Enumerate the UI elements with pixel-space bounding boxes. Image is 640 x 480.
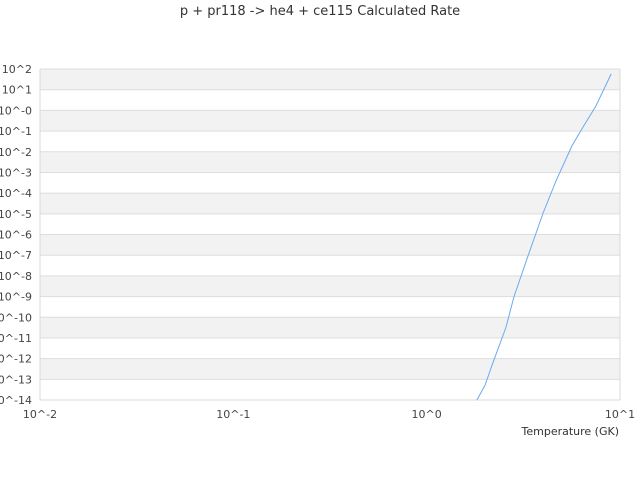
y-tick-label: 10^-12 xyxy=(0,353,32,366)
grid-band xyxy=(40,110,620,132)
rate-series-line xyxy=(476,73,612,401)
y-tick-label: 10^-3 xyxy=(0,166,32,179)
grid-band xyxy=(40,358,620,380)
grid-band xyxy=(40,234,620,256)
x-axis-label: Temperature (GK) xyxy=(521,425,620,438)
y-tick-label: 10^-5 xyxy=(0,208,32,221)
y-tick-label: 10^-14 xyxy=(0,394,32,407)
x-tick-label: 10^0 xyxy=(412,408,442,421)
chart-title: p + pr118 -> he4 + ce115 Calculated Rate xyxy=(179,4,461,19)
grid-band xyxy=(40,151,620,173)
y-tick-label: 10^-13 xyxy=(0,373,32,386)
y-tick-label: 10^-6 xyxy=(0,229,32,242)
y-tick-label: 10^-9 xyxy=(0,291,32,304)
x-tick-label: 10^1 xyxy=(605,408,635,421)
y-tick-label: 10^-4 xyxy=(0,187,32,200)
y-tick-label: 10^-7 xyxy=(0,249,32,262)
y-tick-label: 10^-11 xyxy=(0,332,32,345)
y-tick-label: 10^-10 xyxy=(0,311,32,324)
y-tick-label: 10^-2 xyxy=(0,146,32,159)
y-tick-label: 10^2 xyxy=(2,63,32,76)
y-tick-label: 10^-1 xyxy=(0,125,32,138)
x-tick-label: 10^-1 xyxy=(216,408,250,421)
grid-band xyxy=(40,275,620,297)
grid-band xyxy=(40,317,620,338)
x-tick-label: 10^-2 xyxy=(23,408,57,421)
grid-band xyxy=(40,193,620,214)
y-tick-label: 10^-0 xyxy=(0,104,32,117)
y-tick-label: 10^1 xyxy=(2,84,32,97)
y-tick-label: 10^-8 xyxy=(0,270,32,283)
grid-band xyxy=(40,69,620,90)
